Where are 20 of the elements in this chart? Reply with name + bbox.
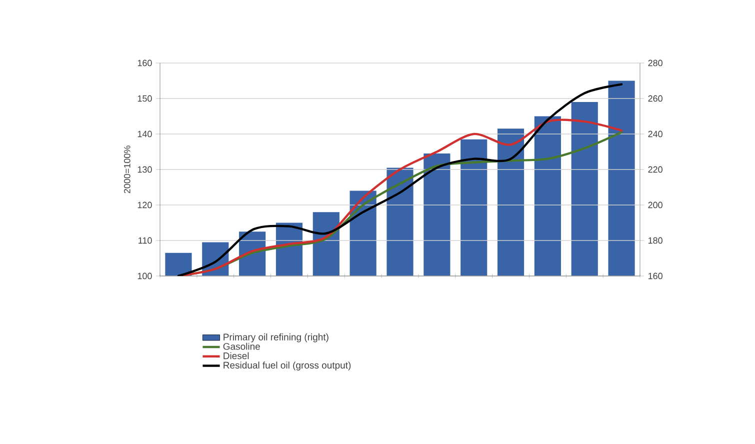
y2-tick-label: 160 <box>648 272 662 280</box>
y-tick-label: 120 <box>138 202 152 208</box>
y2-tick-label: 240 <box>648 130 662 138</box>
legend-label: Gasoline <box>223 342 260 350</box>
legend-label: Primary oil refining (right) <box>224 333 328 342</box>
y2-tick-label: 280 <box>648 60 662 66</box>
y-tick-label: 160 <box>138 60 152 66</box>
legend-label: Diesel <box>224 352 249 360</box>
y-tick-label: 130 <box>138 166 152 173</box>
y-tick-label: 140 <box>138 130 152 138</box>
y2-tick-label: 220 <box>648 166 662 173</box>
y-tick-label: 110 <box>138 237 152 244</box>
y-tick-label: 100 <box>138 272 152 280</box>
line-series <box>177 83 623 276</box>
legend-label: Residual fuel oil (gross output) <box>224 362 351 370</box>
y-tick-label: 150 <box>138 95 152 102</box>
y2-tick-label: 260 <box>648 95 662 102</box>
y-axis-title: 2000=100% <box>124 146 130 194</box>
y2-tick-label: 200 <box>648 202 662 208</box>
y2-tick-label: 180 <box>648 237 662 244</box>
